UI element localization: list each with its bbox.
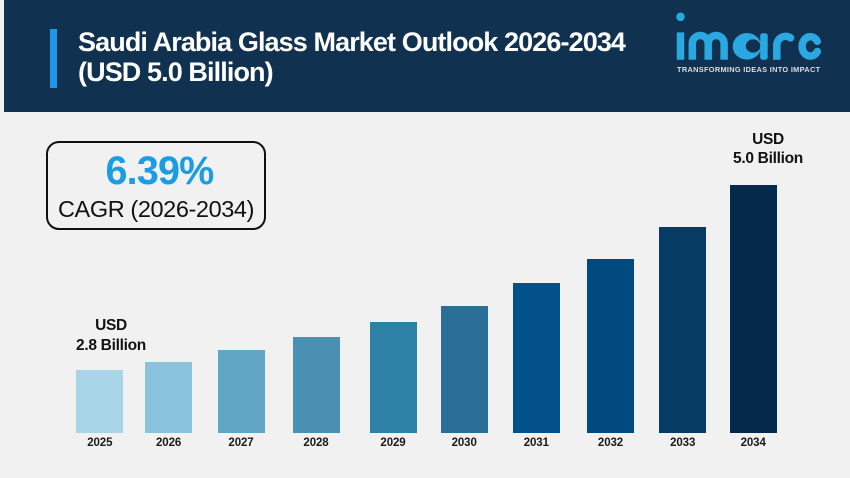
svg-text:TRANSFORMING IDEAS INTO IMPACT: TRANSFORMING IDEAS INTO IMPACT [677, 65, 821, 74]
